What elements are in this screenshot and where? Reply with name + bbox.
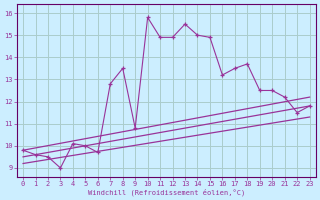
- X-axis label: Windchill (Refroidissement éolien,°C): Windchill (Refroidissement éolien,°C): [88, 188, 245, 196]
